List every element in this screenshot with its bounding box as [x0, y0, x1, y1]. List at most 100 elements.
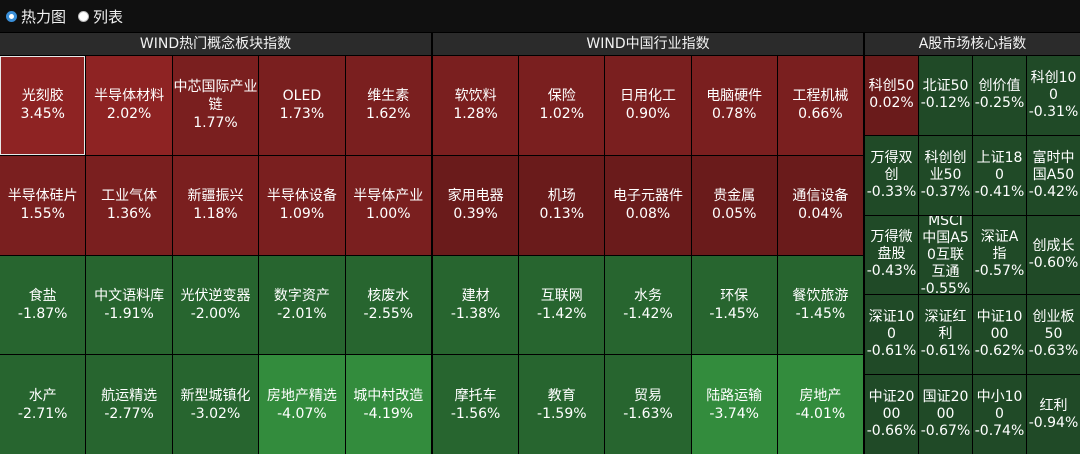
heatmap-tile[interactable]: 创价值 -0.25% — [973, 56, 1026, 135]
tile-name: 水务 — [633, 287, 662, 304]
heatmap-tile[interactable]: 互联网 -1.42% — [519, 255, 605, 355]
tile-change-pct: -2.55% — [363, 305, 414, 322]
heatmap-tile[interactable]: 中芯国际产业链 1.77% — [172, 56, 259, 155]
tile-name: 半导体硅片 — [7, 188, 78, 205]
tile-name: 中芯国际产业链 — [173, 79, 258, 114]
heatmap-tile[interactable]: 科创50 0.02% — [865, 56, 918, 135]
heatmap-tile[interactable]: 深证A指 -0.57% — [973, 215, 1026, 295]
heatmap-tile[interactable]: MSCI中国A50互联互通 -0.55% — [919, 215, 972, 295]
heatmap-tile[interactable]: 工程机械 0.66% — [777, 56, 863, 155]
heatmap-tile[interactable]: 半导体产业 1.00% — [345, 155, 431, 255]
heatmap-tile[interactable]: 半导体设备 1.09% — [259, 155, 345, 255]
heatmap-tile[interactable]: 中小100 -0.74% — [973, 375, 1026, 454]
tile-change-pct: -0.66% — [866, 423, 917, 440]
heatmap-tile[interactable]: 通信设备 0.04% — [777, 155, 863, 255]
tile-name: 中小100 — [976, 389, 1023, 423]
heatmap-tile[interactable]: 日用化工 0.90% — [605, 56, 691, 155]
heatmap-tile[interactable]: 电子元器件 0.08% — [605, 155, 691, 255]
core-heatmap-grid: 科创50 0.02% 北证50 -0.12% 创价值 -0.25% 科创100 -0.31% 万… — [865, 56, 1080, 454]
radio-selected-icon[interactable] — [6, 10, 17, 22]
tile-name: 建材 — [461, 287, 490, 304]
tile-name: 上证180 — [976, 149, 1023, 183]
tile-name: 航运精选 — [101, 387, 158, 404]
heatmap-tile[interactable]: 创业板50 -0.63% — [1027, 295, 1080, 375]
heatmap-tile[interactable]: 红利 -0.94% — [1027, 375, 1080, 454]
heatmap-tile[interactable]: 食盐 -1.87% — [0, 255, 86, 355]
heatmap-tile[interactable]: 半导体材料 2.02% — [86, 56, 172, 155]
list-view-option[interactable]: 列表 — [78, 6, 123, 27]
tile-name: 教育 — [547, 387, 576, 404]
heatmap-tile[interactable]: 环保 -1.45% — [691, 255, 777, 355]
heatmap-tile[interactable]: 维生素 1.62% — [345, 56, 431, 155]
heatmap-tile[interactable]: 半导体硅片 1.55% — [0, 155, 86, 255]
tile-name: 深证A指 — [980, 229, 1019, 263]
heatmap-tile[interactable]: OLED 1.73% — [259, 56, 345, 155]
heatmap-tile[interactable]: 万得双创 -0.33% — [865, 135, 918, 215]
tile-name: 半导体材料 — [94, 88, 165, 105]
tile-change-pct: -0.61% — [920, 343, 971, 360]
heatmap-tile[interactable]: 科创100 -0.31% — [1027, 56, 1080, 135]
tile-change-pct: 0.39% — [453, 206, 498, 223]
tile-change-pct: 0.04% — [798, 206, 843, 223]
tile-change-pct: -0.25% — [974, 95, 1025, 112]
heatmap-tile[interactable]: 贵金属 0.05% — [691, 155, 777, 255]
heatmap-tile[interactable]: 摩托车 -1.56% — [433, 355, 519, 454]
tile-name: 贸易 — [633, 387, 662, 404]
heatmap-tile[interactable]: 新疆振兴 1.18% — [172, 155, 259, 255]
heatmap-tile[interactable]: 贸易 -1.63% — [605, 355, 691, 454]
tile-change-pct: 1.62% — [366, 106, 411, 123]
heatmap-tile[interactable]: 万得微盘股 -0.43% — [865, 215, 918, 295]
heatmap-tile[interactable]: 上证180 -0.41% — [973, 135, 1026, 215]
heatmap-tile[interactable]: 中文语料库 -1.91% — [86, 255, 172, 355]
heatmap-tile[interactable]: 科创创业50 -0.37% — [919, 135, 972, 215]
tile-change-pct: -2.00% — [190, 305, 241, 322]
heatmap-view-label: 热力图 — [21, 7, 67, 26]
heatmap-tile[interactable]: 中证1000 -0.62% — [973, 295, 1026, 375]
heatmap-tile[interactable]: 光刻胶 3.45% — [0, 56, 86, 155]
heatmap-tile[interactable]: 房地产 -4.01% — [777, 355, 863, 454]
heatmap-tile[interactable]: 国证2000 -0.67% — [919, 375, 972, 454]
heatmap-tile[interactable]: 教育 -1.59% — [519, 355, 605, 454]
tile-name: 维生素 — [367, 88, 410, 105]
tile-name: 红利 — [1039, 397, 1068, 414]
tile-name: 软饮料 — [454, 88, 497, 105]
heatmap-tile[interactable]: 深证红利 -0.61% — [919, 295, 972, 375]
heatmap-tile[interactable]: 富时中国A50 -0.42% — [1027, 135, 1080, 215]
heatmap-tile[interactable]: 建材 -1.38% — [433, 255, 519, 355]
radio-unselected-icon[interactable] — [78, 10, 90, 22]
heatmap-tile[interactable]: 航运精选 -2.77% — [86, 355, 172, 454]
view-toggle-bar: 热力图 列表 — [0, 0, 1080, 32]
heatmap-tile[interactable]: 电脑硬件 0.78% — [691, 56, 777, 155]
tile-name: 半导体设备 — [266, 188, 337, 205]
tile-name: 创价值 — [978, 78, 1021, 95]
heatmap-tile[interactable]: 核废水 -2.55% — [345, 255, 431, 355]
tile-change-pct: -4.19% — [363, 405, 414, 422]
heatmap-tile[interactable]: 北证50 -0.12% — [919, 56, 972, 135]
heatmap-tile[interactable]: 数字资产 -2.01% — [259, 255, 345, 355]
tile-change-pct: 1.36% — [106, 206, 152, 223]
heatmap-tile[interactable]: 房地产精选 -4.07% — [259, 355, 345, 454]
list-view-label: 列表 — [93, 7, 124, 26]
heatmap-view-option[interactable]: 热力图 — [6, 6, 66, 27]
heatmap-tile[interactable]: 光伏逆变器 -2.00% — [172, 255, 259, 355]
heatmap-tile[interactable]: 新型城镇化 -3.02% — [172, 355, 259, 454]
heatmap-tile[interactable]: 机场 0.13% — [519, 155, 605, 255]
heatmap-tile[interactable]: 陆路运输 -3.74% — [691, 355, 777, 454]
tile-change-pct: -0.55% — [920, 280, 971, 295]
heatmap-tile[interactable]: 城中村改造 -4.19% — [345, 355, 431, 454]
heatmap-tile[interactable]: 工业气体 1.36% — [86, 155, 172, 255]
heatmap-tile[interactable]: 水务 -1.42% — [605, 255, 691, 355]
heatmap-tile[interactable]: 保险 1.02% — [519, 56, 605, 155]
tile-change-pct: -3.02% — [190, 405, 241, 422]
tile-name: 餐饮旅游 — [792, 287, 849, 304]
tile-name: 数字资产 — [273, 287, 330, 304]
tile-change-pct: -2.01% — [277, 305, 327, 322]
heatmap-tile[interactable]: 家用电器 0.39% — [433, 155, 519, 255]
heatmap-tile[interactable]: 软饮料 1.28% — [433, 56, 519, 155]
heatmap-tile[interactable]: 水产 -2.71% — [0, 355, 86, 454]
tile-change-pct: -0.61% — [866, 343, 917, 360]
heatmap-tile[interactable]: 创成长 -0.60% — [1027, 215, 1080, 295]
heatmap-tile[interactable]: 深证100 -0.61% — [865, 295, 918, 375]
heatmap-tile[interactable]: 餐饮旅游 -1.45% — [777, 255, 863, 355]
heatmap-tile[interactable]: 中证2000 -0.66% — [865, 375, 918, 454]
